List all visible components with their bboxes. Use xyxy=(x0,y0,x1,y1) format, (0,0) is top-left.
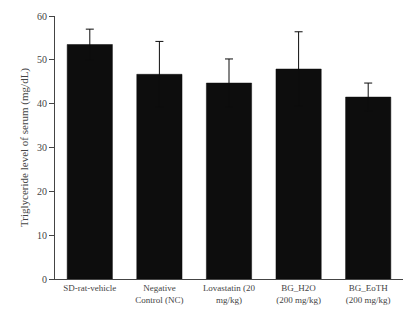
svg-text:30: 30 xyxy=(37,142,47,153)
svg-text:Triglyceride level of serum (m: Triglyceride level of serum (mg/dL) xyxy=(18,68,31,227)
svg-text:Lovastatin (20mg/kg): Lovastatin (20mg/kg) xyxy=(203,283,256,305)
svg-text:SD-rat-vehicle: SD-rat-vehicle xyxy=(63,283,116,293)
svg-text:60: 60 xyxy=(37,11,47,22)
svg-text:0: 0 xyxy=(42,274,47,285)
svg-text:BG_EoTH(200 mg/kg): BG_EoTH(200 mg/kg) xyxy=(346,283,391,305)
svg-text:10: 10 xyxy=(37,230,47,241)
svg-text:40: 40 xyxy=(37,98,47,109)
svg-text:BG_H2O(200 mg/kg): BG_H2O(200 mg/kg) xyxy=(276,283,321,305)
svg-text:20: 20 xyxy=(37,186,47,197)
svg-text:50: 50 xyxy=(37,54,47,65)
svg-text:NegativeControl (NC): NegativeControl (NC) xyxy=(135,283,183,305)
